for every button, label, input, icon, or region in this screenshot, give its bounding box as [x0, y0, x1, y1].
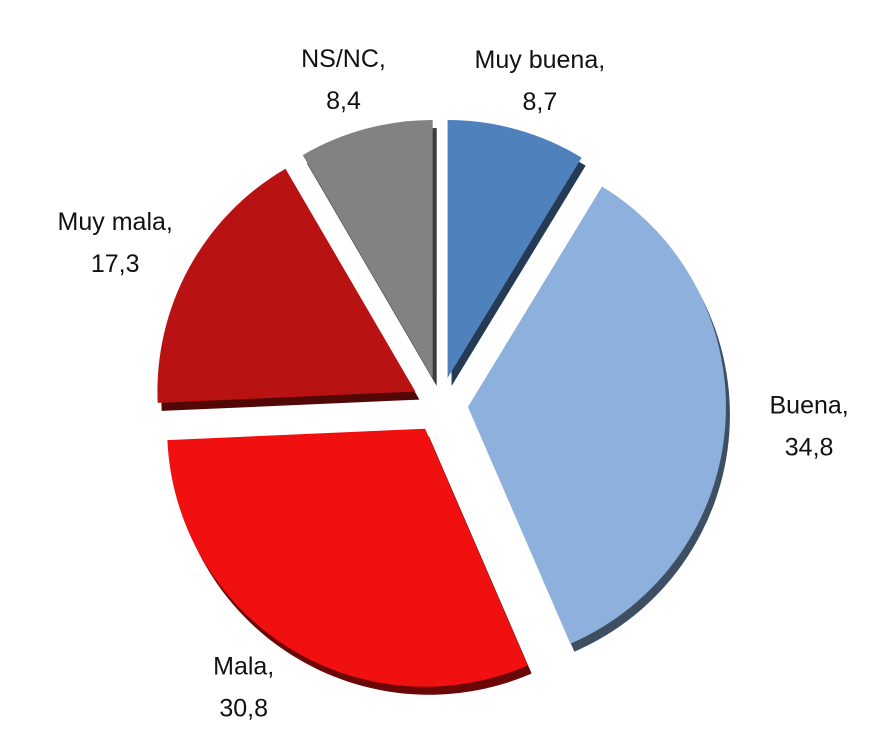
slice: [447, 120, 582, 379]
slice: [157, 168, 416, 403]
value-label: 34,8: [785, 434, 834, 462]
value-label: 8,4: [326, 87, 361, 115]
slice-label: Muy mala,: [58, 208, 173, 236]
value-label: 17,3: [91, 250, 140, 278]
value-label: 30,8: [219, 695, 268, 723]
slice: [467, 186, 726, 644]
value-label: 8,7: [522, 88, 557, 116]
slice-label: Mala,: [213, 653, 274, 681]
slice-label: Muy buena,: [475, 46, 606, 74]
slice: [302, 119, 433, 378]
slice: [167, 428, 528, 687]
slice-label: NS/NC,: [301, 45, 386, 73]
slice-label: Buena,: [769, 392, 848, 420]
